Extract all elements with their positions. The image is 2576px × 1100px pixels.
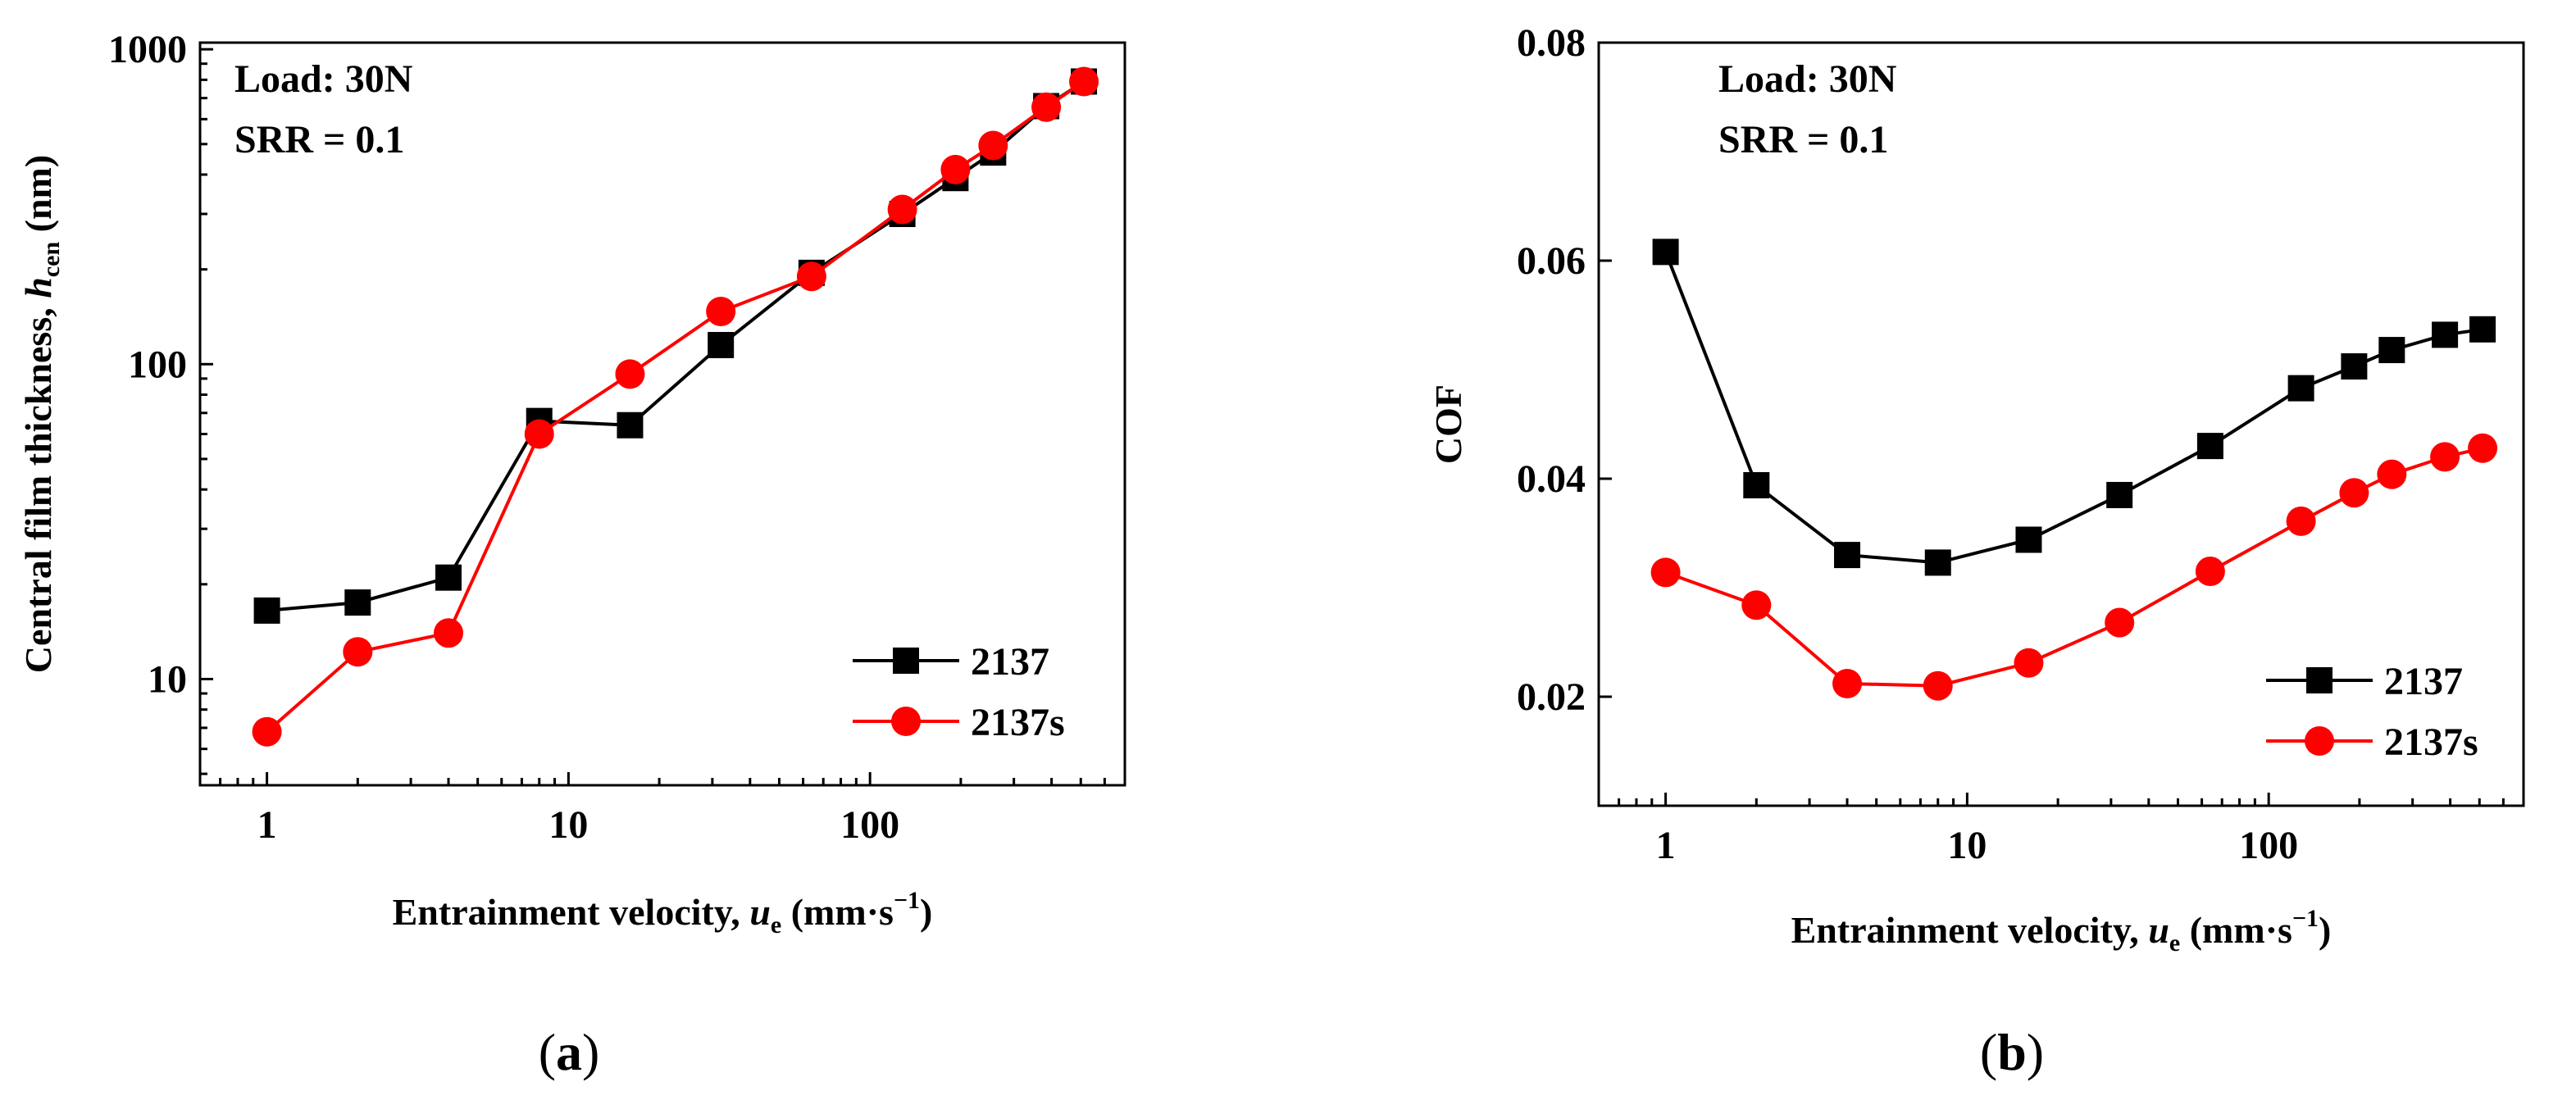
x-tick-label: 10 [1947, 824, 1987, 867]
data-point-2137s [706, 297, 736, 327]
data-point-2137 [2106, 481, 2133, 508]
x-tick-label: 100 [2239, 824, 2298, 867]
legend-label: 2137 [971, 640, 1049, 684]
data-point-2137s [940, 154, 971, 184]
data-point-2137s [2105, 607, 2135, 638]
data-point-2137 [1652, 239, 1679, 266]
x-tick-label: 1 [1656, 824, 1676, 867]
data-point-2137s [2430, 442, 2460, 472]
data-point-2137 [435, 564, 462, 591]
data-point-2137 [1924, 549, 1951, 576]
data-point-2137 [2341, 353, 2368, 380]
plot-frame [1597, 41, 2525, 807]
data-point-2137s [2468, 433, 2498, 463]
data-point-2137 [344, 589, 371, 616]
panel-b: 1 10 100 0.02 0.04 0.06 0.08 Load: 30N SRR = 0.1… [1427, 21, 2525, 1081]
data-point-2137s [252, 716, 282, 747]
y-tick-label: 0.02 [1517, 675, 1586, 719]
panel-label: (b) [1980, 1023, 2044, 1081]
data-point-2137s [2195, 557, 2225, 587]
panel-a: 1 10 100 10 100 1000 Load: 30N SRR = 0.1 2137 213… [17, 28, 1126, 1081]
legend-label: 2137s [971, 701, 1065, 744]
panel-label: (a) [539, 1023, 600, 1081]
x-tick-label: 100 [840, 803, 899, 847]
data-point-2137s [1832, 669, 1863, 699]
data-point-2137 [2432, 321, 2459, 348]
y-tick-label: 0.04 [1517, 457, 1586, 501]
y-axis-label: COF [1427, 384, 1469, 464]
x-axis-label: Entrainment velocity, ue (mm·s−1) [1791, 905, 2332, 957]
y-axis-label: Central film thickness, hcen (nm) [17, 155, 65, 673]
data-point-2137 [708, 331, 735, 358]
data-point-2137s [978, 130, 1008, 161]
annotation: Load: 30N [234, 57, 413, 101]
data-point-2137s [434, 618, 464, 648]
data-point-2137s [1650, 557, 1681, 588]
data-point-2137s [615, 359, 645, 389]
legend-marker [891, 707, 921, 736]
legend-marker [893, 648, 919, 674]
x-axis-label: Entrainment velocity, ue (mm·s−1) [393, 887, 933, 939]
y-tick-label: 1000 [108, 28, 187, 71]
annotation: SRR = 0.1 [234, 118, 404, 161]
x-tick-label: 10 [548, 803, 588, 847]
data-point-2137 [253, 597, 280, 624]
data-point-2137s [2286, 506, 2316, 536]
data-point-2137 [617, 411, 644, 439]
y-tick-label: 100 [128, 343, 187, 386]
legend-marker [2306, 667, 2333, 693]
y-tick-label: 0.08 [1517, 21, 1586, 65]
data-point-2137 [1834, 542, 1861, 569]
data-point-2137s [343, 637, 373, 667]
data-point-2137s [1069, 66, 1099, 97]
data-point-2137s [796, 261, 826, 292]
data-point-2137s [1031, 92, 1062, 122]
data-point-2137 [1743, 471, 1770, 498]
annotation: Load: 30N [1718, 57, 1897, 101]
annotation: SRR = 0.1 [1718, 118, 1888, 161]
data-point-2137s [1741, 590, 1772, 620]
data-point-2137 [2015, 526, 2042, 553]
legend-marker [2305, 726, 2334, 756]
y-tick-label: 10 [148, 657, 187, 701]
series-line-2137 [1663, 251, 2483, 565]
legend-label: 2137 [2384, 660, 2463, 703]
data-point-2137 [2378, 337, 2405, 364]
data-point-2137 [2287, 375, 2314, 402]
data-point-2137s [887, 194, 917, 225]
x-tick-label: 1 [257, 803, 277, 847]
data-point-2137s [2014, 648, 2044, 678]
data-point-2137 [2469, 316, 2496, 343]
data-point-2137s [2339, 478, 2369, 508]
legend-label: 2137s [2384, 720, 2478, 764]
data-point-2137s [2377, 459, 2407, 489]
data-point-2137s [524, 419, 554, 449]
data-point-2137 [2196, 433, 2223, 460]
data-point-2137s [1923, 670, 1953, 701]
y-tick-label: 0.06 [1517, 239, 1586, 283]
